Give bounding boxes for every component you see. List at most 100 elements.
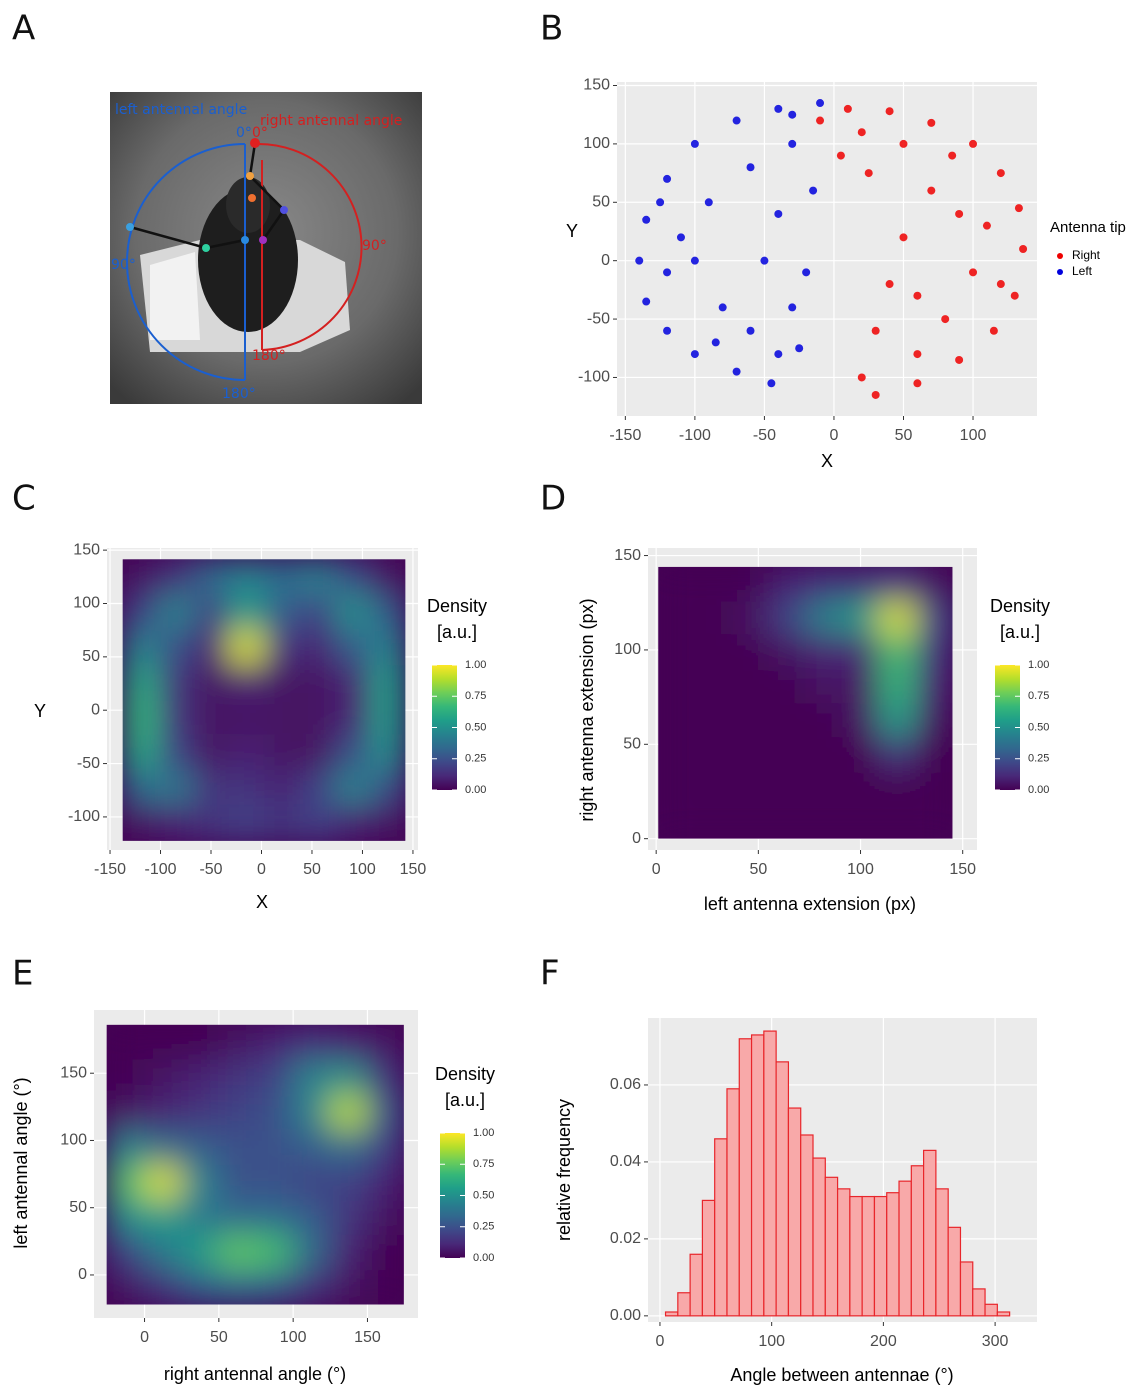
point (642, 215, 651, 224)
legend-marker (1057, 269, 1063, 275)
heat-cell (143, 1164, 182, 1201)
heat-cell (842, 804, 880, 839)
y-tick-label: 0 (632, 830, 641, 847)
heat-cell (805, 804, 843, 839)
colorbar-tick-label: 0.00 (473, 1252, 494, 1264)
panel-letter: E (12, 954, 33, 994)
keypoint (250, 138, 260, 148)
colorbar-title: [a.u.] (437, 622, 477, 642)
heat-cell (143, 1059, 182, 1096)
bar (910, 1165, 925, 1317)
heat-cell (695, 668, 733, 704)
colorbar-title: Density (990, 596, 1050, 616)
heat-cell (180, 1164, 219, 1201)
heat-cell (805, 600, 843, 636)
heat-cell (842, 668, 880, 704)
heat-cell (193, 735, 230, 771)
x-tick-label: -50 (199, 861, 222, 878)
x-tick-label: 100 (280, 1329, 307, 1346)
heat-cell (768, 600, 806, 636)
point (816, 99, 825, 108)
bar (701, 1199, 716, 1317)
x-tick-label: 300 (982, 1333, 1009, 1350)
heat-cell (366, 1059, 404, 1096)
annotation: left antennal angle (115, 102, 247, 118)
heat-cell (292, 1129, 331, 1166)
heat-cell (106, 1024, 145, 1061)
y-axis-title: Y (566, 221, 578, 241)
heat-cell (218, 1199, 256, 1236)
y-tick-label: 50 (623, 736, 641, 753)
heat-cell (695, 600, 733, 636)
point (989, 326, 998, 335)
heat-cell (255, 1024, 293, 1061)
bar (947, 1226, 962, 1317)
heat-cell (255, 1094, 293, 1131)
heat-cell (658, 600, 696, 636)
heat-cell (878, 736, 917, 772)
x-axis-title: right antennal angle (°) (164, 1364, 346, 1384)
heat-cell (157, 629, 194, 666)
heat-cell (122, 594, 159, 631)
annotation: 180° (252, 348, 286, 364)
heat-cell (878, 566, 917, 602)
point (996, 169, 1005, 178)
photo-highlight (150, 252, 200, 340)
heat-cell (228, 629, 265, 666)
heat-cell (264, 735, 300, 771)
keypoint (126, 223, 134, 231)
point (760, 256, 769, 265)
legend-label: Left (1072, 264, 1093, 278)
point (642, 297, 651, 306)
point (774, 104, 783, 113)
heat-cell (915, 702, 953, 738)
heat-cell (915, 600, 953, 636)
x-tick-label: 100 (349, 861, 376, 878)
heat-cell (370, 735, 406, 771)
y-axis-title: relative frequency (554, 1099, 574, 1241)
heat-cell (299, 700, 336, 736)
heat-cell (842, 634, 880, 670)
keypoint (259, 236, 267, 244)
bar (898, 1180, 912, 1317)
point (871, 326, 880, 335)
x-axis-title: Angle between antennae (°) (730, 1365, 953, 1385)
y-tick-label: 0 (601, 252, 610, 269)
heat-cell (329, 1199, 368, 1236)
colorbar-tick-label: 0.50 (473, 1189, 494, 1201)
x-tick-label: -150 (94, 861, 126, 878)
heat-cell (915, 736, 953, 772)
heat-cell (292, 1024, 331, 1061)
heat-cell (370, 629, 406, 666)
legend-title: Antenna tip (1050, 219, 1126, 236)
heat-cell (122, 770, 159, 807)
heat-cell (228, 770, 265, 807)
heat-cell (106, 1234, 145, 1271)
heat-cell (292, 1164, 331, 1201)
point (774, 350, 783, 359)
y-tick-label: 100 (60, 1132, 87, 1149)
point (746, 326, 755, 335)
y-axis-title: right antenna extension (px) (577, 598, 597, 821)
x-tick-label: -100 (679, 427, 711, 444)
heat-cell (106, 1094, 145, 1131)
y-tick-label: 0 (78, 1266, 87, 1283)
heat-cell (193, 805, 230, 841)
point (795, 344, 804, 353)
panel-letter: F (540, 954, 560, 994)
heat-cell (255, 1199, 293, 1236)
x-tick-label: 50 (303, 861, 321, 878)
bar (923, 1149, 937, 1317)
y-tick-label: -100 (578, 369, 610, 386)
heat-cell (143, 1199, 182, 1236)
x-tick-label: 150 (400, 861, 427, 878)
heat-cell (878, 770, 917, 806)
heat-cell (157, 559, 194, 595)
point (718, 303, 727, 312)
heat-cell (695, 804, 733, 839)
heat-cell (768, 668, 806, 704)
heat-cell (106, 1164, 145, 1201)
heat-cell (157, 664, 194, 701)
colorbar-title: [a.u.] (445, 1090, 485, 1110)
colorbar-tick-label: 0.50 (1028, 721, 1049, 733)
